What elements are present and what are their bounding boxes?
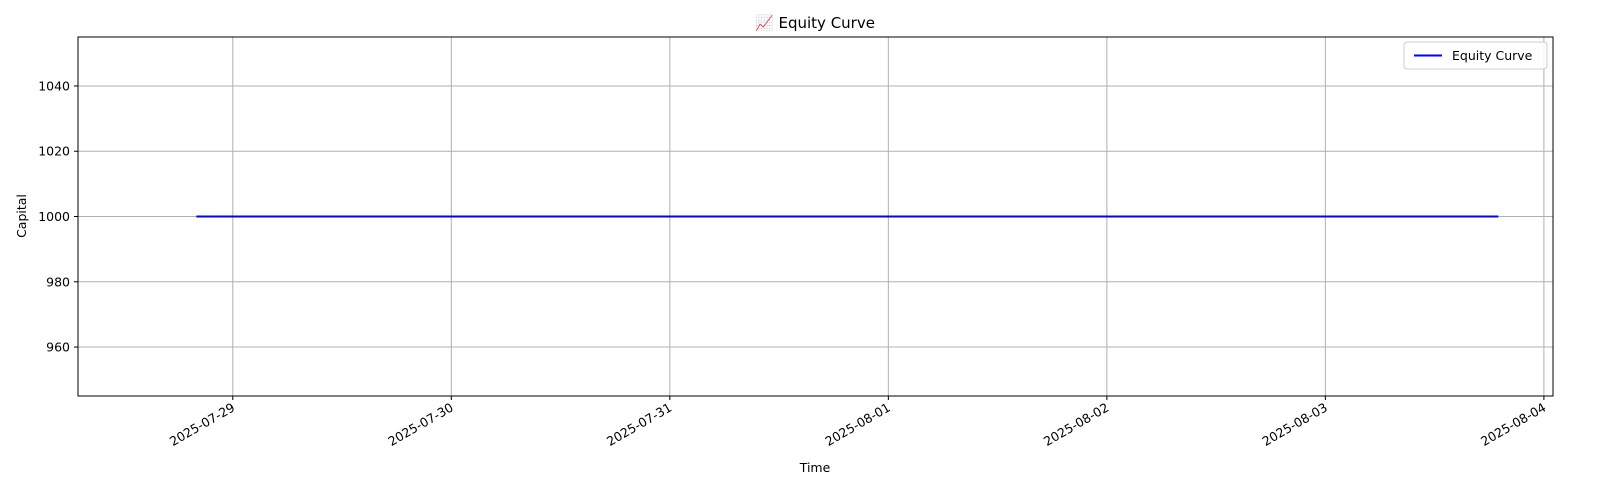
y-tick-label: 980	[46, 274, 70, 289]
chart-title: 📈 Equity Curve	[755, 14, 875, 32]
y-tick-label: 1020	[38, 144, 70, 159]
legend-box	[1403, 41, 1548, 70]
y-axis-label: Capital	[14, 194, 29, 238]
y-tick-label: 1000	[38, 209, 70, 224]
legend-label: Equity Curve	[1452, 48, 1533, 63]
y-tick-label: 1040	[38, 78, 70, 93]
y-axis-ticks: 960 980 1000 1020 1040	[38, 78, 78, 355]
x-axis-label: Time	[799, 460, 831, 475]
legend: Equity Curve	[1403, 41, 1548, 70]
y-tick-label: 960	[46, 340, 70, 355]
